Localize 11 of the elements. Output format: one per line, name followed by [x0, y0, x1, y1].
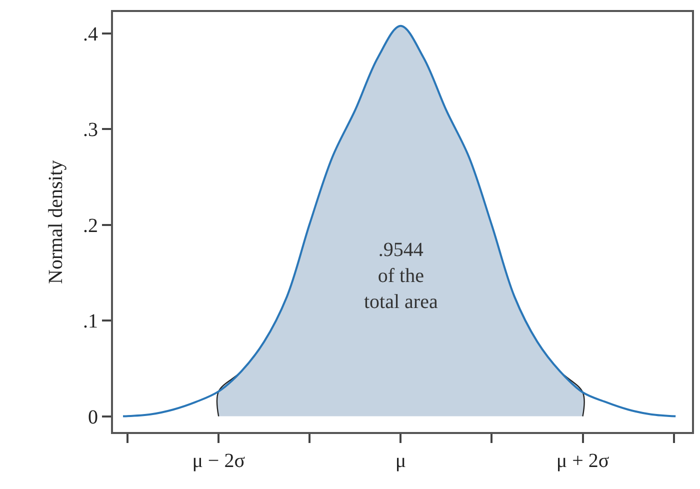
y-axis-title: Normal density [45, 160, 67, 284]
y-tick-label: .3 [83, 119, 98, 142]
line-series [122, 24, 677, 418]
y-tick-label: .1 [83, 310, 98, 333]
x-tick-label: μ [395, 450, 406, 472]
y-tick-label: .2 [83, 214, 98, 237]
y-tick-label: 0 [88, 406, 98, 428]
x-tick-label: μ + 2σ [556, 450, 610, 472]
annotation: .9544 of the total area [364, 239, 438, 313]
x-tick-label: μ − 2σ [192, 450, 246, 472]
y-tick-label: .4 [83, 24, 98, 46]
